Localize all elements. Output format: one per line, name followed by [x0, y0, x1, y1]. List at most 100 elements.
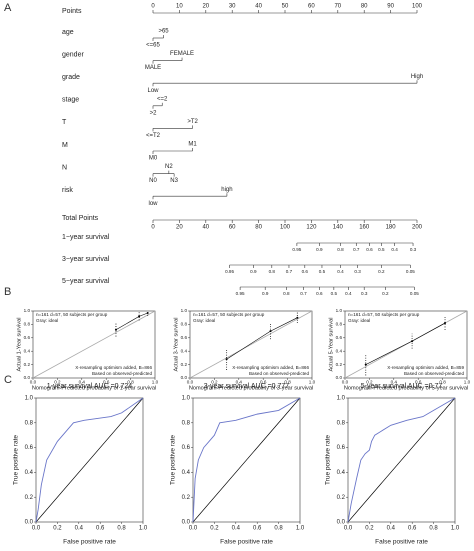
tick-label: 20 [176, 225, 183, 231]
y-tick-label: 1.0 [181, 308, 188, 313]
tick-label: 0.9 [250, 269, 257, 274]
x-tick-label: 0.4 [391, 380, 398, 385]
x-tick-label: 0.8 [127, 380, 134, 385]
panel-label: C [4, 374, 12, 386]
point [138, 315, 141, 318]
y-tick-label: 0.2 [181, 362, 188, 367]
point [444, 322, 447, 325]
x-tick-label: 1.0 [309, 380, 316, 385]
y-tick-label: 0.6 [336, 335, 343, 340]
tick-label: 30 [229, 4, 236, 10]
annotation: Gray: ideal [36, 318, 58, 323]
x-tick-label: 0.2 [54, 380, 61, 385]
x-tick-label: 0.2 [366, 380, 373, 385]
row-name: 1−year survival [62, 234, 110, 241]
tick-label: FEMALE [170, 51, 194, 57]
y-tick-label: 0.0 [24, 375, 31, 380]
y-tick-label: 0.6 [25, 445, 34, 451]
x-tick-label: 0.2 [365, 526, 374, 532]
y-tick-label: 0.6 [182, 445, 191, 451]
x-tick-label: 0.6 [253, 526, 262, 532]
row-name: age [62, 29, 74, 36]
tick-label: 0.6 [316, 291, 323, 296]
tick-label: 0.7 [353, 247, 360, 252]
annotation: Gray: ideal [193, 318, 215, 323]
y-axis-label: Actual 1-Year survival [16, 318, 22, 372]
y-tick-label: 0.2 [24, 362, 31, 367]
tick-label: 0.4 [345, 291, 352, 296]
annotation: X-resampling optimism added, B=866 [75, 365, 152, 370]
y-tick-label: 1.0 [25, 396, 34, 402]
tick-label: 10 [176, 4, 183, 10]
x-tick-label: 0.0 [187, 380, 194, 385]
y-tick-label: 0.2 [337, 495, 346, 501]
x-tick-label: 0.0 [30, 380, 37, 385]
tick-label: <=65 [146, 43, 160, 49]
point [114, 328, 117, 331]
row-name: M [62, 142, 68, 149]
y-tick-label: 0.8 [181, 322, 188, 327]
axis-name: Total Points [62, 215, 99, 222]
x-tick-label: 0.0 [32, 526, 41, 532]
y-tick-label: 0.6 [181, 335, 188, 340]
y-axis-label: True positive rate [170, 435, 177, 485]
y-tick-label: 0.6 [24, 335, 31, 340]
tick-label: 140 [333, 225, 344, 231]
x-axis-label: Nomogram-Predicted probability of 5-year… [344, 385, 468, 391]
chart-title: 5-year survival AUC =0.77 [361, 383, 443, 390]
y-tick-label: 0.0 [337, 520, 346, 526]
x-tick-label: 0.4 [236, 380, 243, 385]
y-tick-label: 0.6 [337, 445, 346, 451]
x-axis-label: Nomogram-Predicted probability of 1-year… [32, 385, 156, 391]
row-name: stage [62, 97, 79, 104]
tick-label: N0 [149, 178, 157, 184]
tick-label: 0.4 [391, 247, 398, 252]
plot-frame [347, 397, 456, 523]
y-tick-label: 0.4 [24, 348, 31, 353]
tick-label: 0.3 [354, 269, 361, 274]
tick-label: 0.5 [331, 291, 338, 296]
x-tick-label: 0.4 [75, 526, 84, 532]
y-axis-label: True positive rate [13, 435, 20, 485]
x-tick-label: 0.2 [210, 526, 219, 532]
y-tick-label: 0.2 [182, 495, 191, 501]
chart-title: 3-year survival AUC =0.777 [204, 383, 290, 390]
x-tick-label: 1.0 [451, 526, 460, 532]
x-tick-label: 0.8 [274, 526, 283, 532]
x-tick-label: 0.6 [96, 526, 105, 532]
tick-label: Low [147, 88, 159, 94]
x-tick-label: 0.2 [211, 380, 218, 385]
point [411, 340, 414, 343]
tick-label: >65 [158, 29, 169, 35]
x-tick-label: 0.4 [232, 526, 241, 532]
tick-label: 60 [308, 4, 315, 10]
tick-label: M0 [149, 156, 158, 162]
axis-name: Points [62, 8, 82, 15]
tick-label: 160 [359, 225, 370, 231]
row-name: grade [62, 74, 80, 81]
tick-label: High [411, 74, 423, 80]
x-tick-label: 0.0 [342, 380, 349, 385]
point [146, 312, 149, 315]
row-name: risk [62, 187, 73, 194]
y-tick-label: 0.0 [182, 520, 191, 526]
plot-frame [189, 310, 313, 379]
y-tick-label: 0.8 [24, 322, 31, 327]
y-tick-label: 1.0 [336, 308, 343, 313]
tick-label: 0.6 [302, 269, 309, 274]
y-tick-label: 1.0 [182, 396, 191, 402]
tick-label: 0.95 [292, 247, 301, 252]
tick-label: 0.95 [236, 291, 245, 296]
tick-label: 50 [282, 4, 289, 10]
ideal-line [32, 310, 156, 379]
row-name: 3−year survival [62, 256, 110, 263]
y-tick-label: 0.4 [337, 470, 346, 476]
annotation: Based on observed-predicted [249, 371, 309, 376]
tick-label: 100 [412, 4, 423, 10]
tick-label: 0.05 [410, 291, 419, 296]
tick-label: 0.2 [382, 291, 389, 296]
x-tick-label: 0.2 [53, 526, 62, 532]
tick-label: low [148, 201, 158, 207]
y-tick-label: 0.8 [25, 420, 34, 426]
point [225, 358, 228, 361]
